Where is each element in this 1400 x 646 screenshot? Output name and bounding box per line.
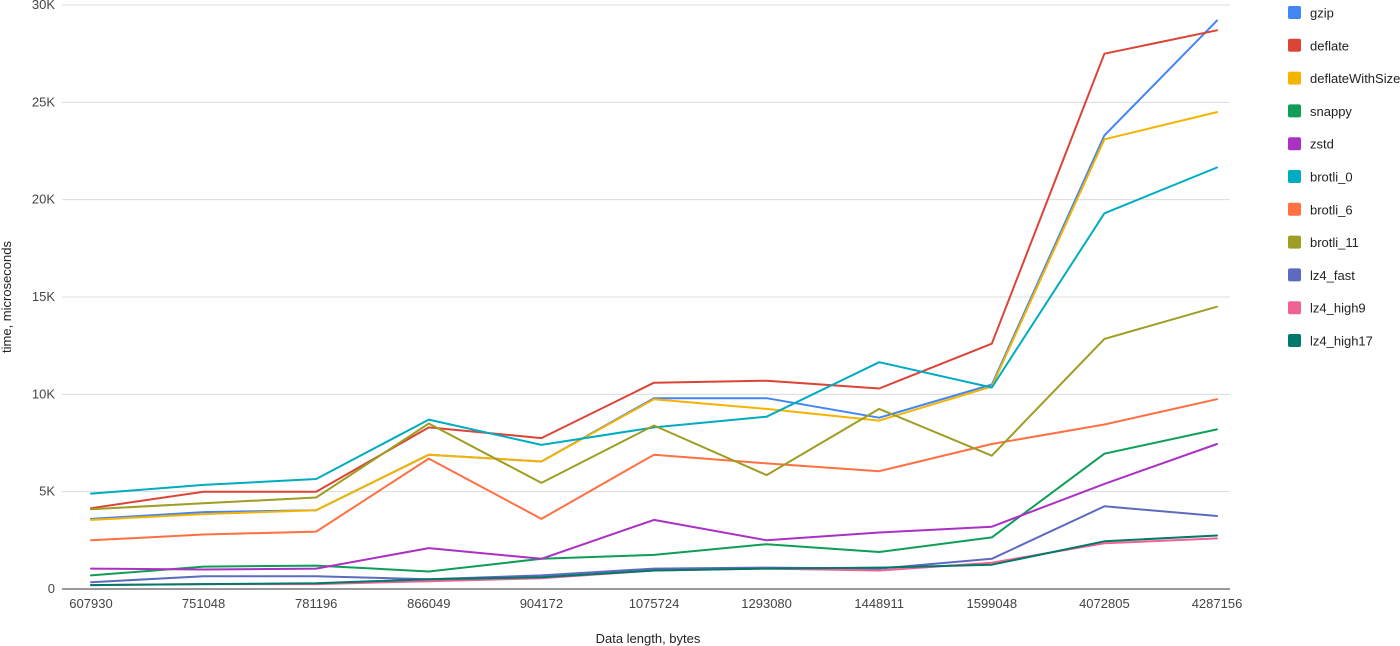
series-line-brotli-0 <box>90 166 1218 495</box>
x-axis-title: Data length, bytes <box>596 631 701 646</box>
series-line-gzip <box>90 19 1218 520</box>
x-tick-label: 781196 <box>295 596 337 611</box>
legend-swatch <box>1288 268 1301 282</box>
x-tick-label: 4072805 <box>1079 596 1130 611</box>
legend-label: deflateWithSize <box>1310 71 1400 86</box>
legend-swatch <box>1288 104 1301 118</box>
series-line-lz4-high17 <box>90 534 1218 587</box>
series-lines <box>90 19 1218 587</box>
legend-label: lz4_fast <box>1310 268 1355 283</box>
legend-label: zstd <box>1310 137 1334 152</box>
series-line-lz4-high9 <box>90 537 1218 587</box>
x-tick-label: 4287156 <box>1192 596 1243 611</box>
y-tick-label: 10K <box>32 386 55 401</box>
legend-label: gzip <box>1310 6 1334 21</box>
series-line-deflate <box>90 29 1218 510</box>
legend: gzip deflate deflateWithSize snappy zstd brot… <box>1288 6 1400 349</box>
x-tick-label: 1075724 <box>629 596 680 611</box>
legend-label: brotli_11 <box>1310 235 1359 250</box>
series-line-lz4-fast <box>90 505 1218 584</box>
legend-swatch <box>1288 301 1301 315</box>
legend-label: lz4_high17 <box>1310 334 1373 349</box>
series-line-brotli-6 <box>90 398 1218 542</box>
legend-swatch <box>1288 334 1301 347</box>
series-line-snappy <box>90 428 1218 577</box>
legend-swatch <box>1288 137 1301 151</box>
x-tick-label: 1448911 <box>854 596 904 611</box>
legend-swatch <box>1288 170 1301 183</box>
series-line-zstd <box>90 443 1218 571</box>
y-tick-label: 15K <box>32 289 55 304</box>
x-tick-label: 904172 <box>520 596 563 611</box>
x-tick-label: 607930 <box>69 596 112 611</box>
series-line-deflatewithsize <box>90 111 1218 521</box>
y-tick-label: 5K <box>39 484 55 499</box>
legend-label: lz4_high9 <box>1310 301 1366 316</box>
legend-swatch <box>1288 71 1301 85</box>
x-tick-label: 866049 <box>407 596 450 611</box>
legend-swatch <box>1288 38 1301 52</box>
y-tick-label: 0 <box>48 581 55 596</box>
x-tick-label: 1293080 <box>741 596 792 611</box>
y-axis-tick-labels: 0 5K 10K 15K 20K 25K 30K <box>32 0 55 596</box>
x-axis-tick-labels: 607930 751048 781196 866049 904172 1075724 129… <box>69 596 1242 611</box>
y-tick-label: 30K <box>32 0 55 12</box>
legend-label: deflate <box>1310 38 1349 53</box>
y-tick-label: 20K <box>32 192 55 207</box>
legend-label: snappy <box>1310 104 1352 119</box>
y-tick-label: 25K <box>32 94 55 109</box>
legend-label: brotli_0 <box>1310 170 1353 185</box>
legend-label: brotli_6 <box>1310 202 1353 217</box>
legend-swatch <box>1288 202 1301 216</box>
x-tick-label: 1599048 <box>966 596 1017 611</box>
x-tick-label: 751048 <box>182 596 225 611</box>
series-line-brotli-11 <box>90 305 1218 511</box>
legend-swatch <box>1288 235 1301 249</box>
legend-swatch <box>1288 6 1301 19</box>
y-axis-title: time, microseconds <box>0 241 14 353</box>
